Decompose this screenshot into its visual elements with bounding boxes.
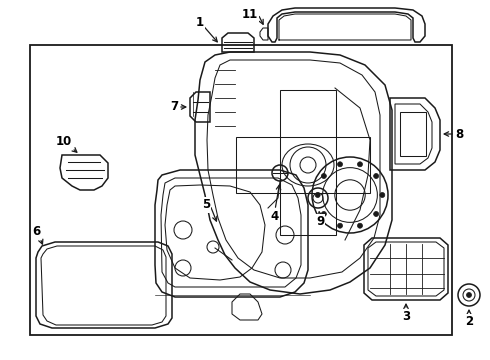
- Circle shape: [358, 223, 363, 228]
- Circle shape: [380, 193, 385, 198]
- Text: 10: 10: [56, 135, 72, 148]
- Circle shape: [374, 174, 379, 179]
- Circle shape: [315, 193, 320, 198]
- Text: 5: 5: [202, 198, 210, 211]
- Text: 11: 11: [242, 8, 258, 21]
- Text: 1: 1: [196, 15, 204, 28]
- Text: 8: 8: [455, 127, 463, 140]
- Circle shape: [374, 211, 379, 216]
- Circle shape: [466, 292, 471, 297]
- Circle shape: [358, 162, 363, 167]
- Bar: [400, 112, 426, 156]
- Text: 2: 2: [465, 315, 473, 328]
- Text: 4: 4: [271, 210, 279, 223]
- Circle shape: [321, 211, 326, 216]
- Circle shape: [321, 174, 326, 179]
- Text: 7: 7: [170, 100, 178, 113]
- Circle shape: [338, 223, 343, 228]
- Text: 6: 6: [32, 225, 40, 238]
- Bar: [30, 45, 452, 335]
- Circle shape: [338, 162, 343, 167]
- Text: 9: 9: [316, 215, 324, 228]
- Text: 3: 3: [402, 310, 410, 323]
